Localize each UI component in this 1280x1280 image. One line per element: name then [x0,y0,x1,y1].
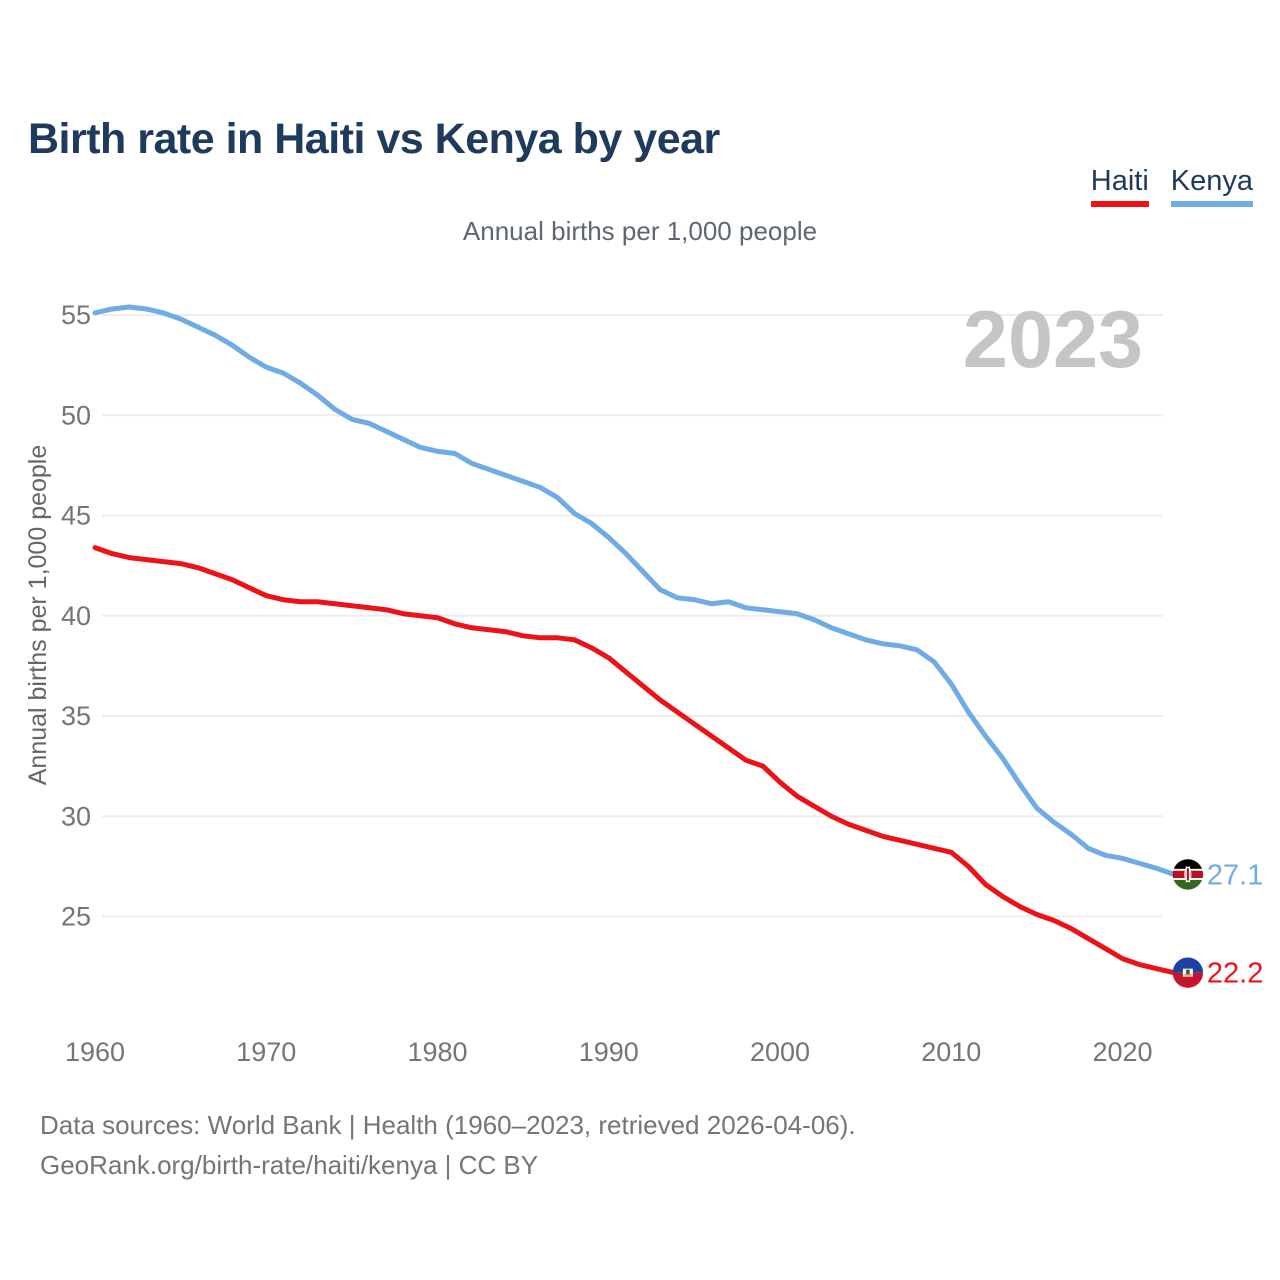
end-value-label-kenya: 27.1 [1207,859,1263,891]
y-tick-label: 30 [61,801,91,831]
series-line-kenya [92,304,1177,877]
y-tick-label: 25 [61,902,91,932]
kenya-flag-icon [1172,859,1204,890]
footer-attribution: GeoRank.org/birth-rate/haiti/kenya | CC … [40,1150,539,1180]
x-tick-label: 2010 [921,1037,981,1067]
x-tick-label: 2020 [1092,1037,1152,1067]
x-tick-label: 1990 [579,1037,639,1067]
y-tick-label: 50 [61,400,91,430]
x-tick-label: 1970 [236,1037,296,1067]
x-tick-label: 1960 [65,1037,125,1067]
chart-legend: Haiti Kenya [1090,165,1253,207]
legend-item-haiti[interactable]: Haiti [1090,165,1149,207]
haiti-flag-icon [1172,957,1204,988]
x-tick-label: 2000 [750,1037,810,1067]
y-tick-label: 55 [61,300,91,330]
y-tick-label: 35 [61,701,91,731]
footer-data-sources: Data sources: World Bank | Health (1960–… [40,1110,856,1140]
page-title: Birth rate in Haiti vs Kenya by year [28,114,720,163]
watermark-year: 2023 [963,295,1143,385]
footer: Data sources: World Bank | Health (1960–… [40,1105,856,1185]
end-value-label-haiti: 22.2 [1207,958,1263,990]
chart-subtitle: Annual births per 1,000 people [462,216,818,246]
series-line-haiti [92,545,1177,976]
legend-item-kenya[interactable]: Kenya [1170,165,1253,207]
y-axis-title: Annual births per 1,000 people [24,445,52,786]
x-tick-label: 1980 [407,1037,467,1067]
y-tick-label: 45 [61,501,91,531]
y-tick-label: 40 [61,601,91,631]
